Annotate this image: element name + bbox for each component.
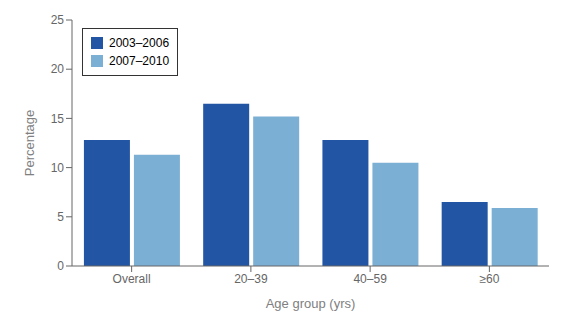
svg-text:Percentage: Percentage (22, 110, 37, 177)
svg-text:25: 25 (51, 13, 65, 27)
svg-text:0: 0 (57, 259, 64, 273)
svg-text:10: 10 (51, 161, 65, 175)
html-text:2003–2006: 2003–2006 (109, 36, 170, 50)
svg-text:20: 20 (51, 62, 65, 76)
svg-text:15: 15 (51, 112, 65, 126)
html-text:2007–2010: 2007–2010 (109, 54, 170, 68)
svg-text:5: 5 (57, 210, 64, 224)
svg-text:40–59: 40–59 (353, 272, 387, 286)
svg-text:Age group (yrs): Age group (yrs) (266, 296, 356, 311)
svg-text:≥60: ≥60 (479, 272, 499, 286)
svg-text:Overall: Overall (113, 272, 151, 286)
svg-text:20–39: 20–39 (234, 272, 268, 286)
